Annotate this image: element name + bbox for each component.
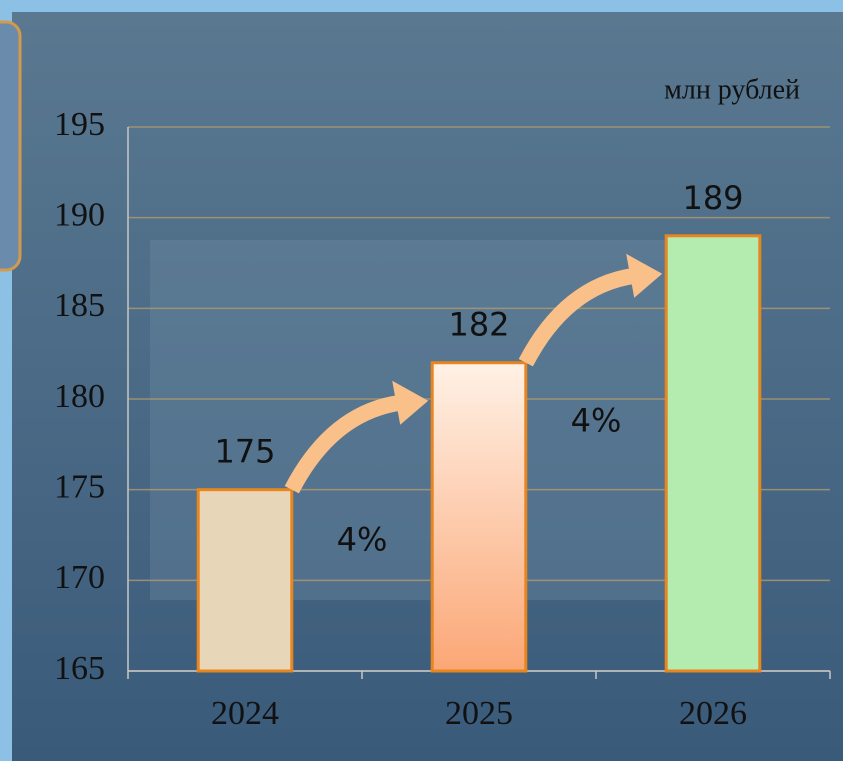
x-tick-label: 2025 bbox=[445, 695, 513, 732]
bar bbox=[666, 236, 760, 671]
y-tick-label: 185 bbox=[54, 287, 105, 324]
value-label: 175 bbox=[214, 433, 275, 471]
y-tick-label: 180 bbox=[54, 378, 105, 415]
y-tick-label: 170 bbox=[54, 559, 105, 596]
chart: млн рублей 165 170 175 180 185 190 195 2024 175 2… bbox=[0, 0, 843, 761]
y-tick-label: 165 bbox=[54, 650, 105, 687]
growth-label: 4% bbox=[571, 402, 622, 440]
x-tick-label: 2024 bbox=[211, 695, 279, 732]
y-tick-label: 175 bbox=[54, 468, 105, 505]
side-box bbox=[0, 22, 20, 270]
value-label: 189 bbox=[682, 179, 743, 217]
unit-label: млн рублей bbox=[664, 74, 800, 105]
growth-label: 4% bbox=[337, 521, 388, 559]
page: млн рублей 165 170 175 180 185 190 195 2024 175 2… bbox=[0, 0, 843, 761]
x-tick-label: 2026 bbox=[679, 695, 747, 732]
value-label: 182 bbox=[448, 306, 509, 344]
y-tick-label: 190 bbox=[54, 196, 105, 233]
bar bbox=[198, 490, 292, 671]
y-tick-label: 195 bbox=[54, 106, 105, 143]
bar bbox=[432, 363, 526, 671]
